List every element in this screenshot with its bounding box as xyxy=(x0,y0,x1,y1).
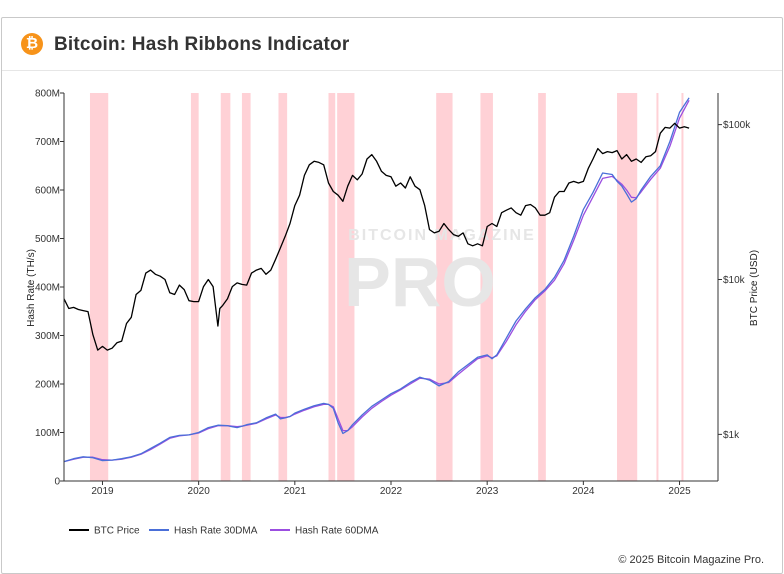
axes xyxy=(60,92,722,485)
x-tick-label: 2019 xyxy=(91,486,114,497)
x-tick-label: 2024 xyxy=(572,486,595,497)
capitulation-band xyxy=(278,93,288,481)
watermark-line2: PRO xyxy=(344,243,496,321)
capitulation-band xyxy=(538,93,546,481)
series-lines xyxy=(63,97,690,463)
left-axis-title: Hash Rate (TH/s) xyxy=(26,249,37,327)
capitulation-band xyxy=(337,93,355,481)
capitulation-bands xyxy=(89,93,684,481)
capitulation-band xyxy=(681,93,684,481)
left-tick-label: 600M xyxy=(35,186,60,197)
legend-item[interactable]: BTC Price xyxy=(69,526,140,537)
copyright: © 2025 Bitcoin Magazine Pro. xyxy=(618,554,764,566)
capitulation-band xyxy=(656,93,659,481)
x-tick-label: 2020 xyxy=(188,486,211,497)
capitulation-band xyxy=(241,93,251,481)
right-tick-label: $100k xyxy=(723,120,751,131)
x-tick-label: 2021 xyxy=(284,486,307,497)
left-tick-label: 700M xyxy=(35,137,60,148)
chart-title: Bitcoin: Hash Ribbons Indicator xyxy=(54,34,350,55)
tick-labels: 0 100M 200M 300M 400M 500M 600M 700M 800M $1k $10k… xyxy=(35,89,751,498)
legend-item[interactable]: Hash Rate 60DMA xyxy=(270,526,379,537)
watermark-line1: BITCOIN MAGAZINE xyxy=(348,227,536,244)
capitulation-band xyxy=(89,93,109,481)
capitulation-band xyxy=(617,93,638,481)
capitulation-band xyxy=(190,93,199,481)
left-tick-label: 0 xyxy=(54,477,60,488)
watermark: BITCOIN MAGAZINE PRO xyxy=(344,227,536,321)
legend-label: Hash Rate 30DMA xyxy=(174,526,258,537)
legend-label: Hash Rate 60DMA xyxy=(295,526,379,537)
capitulation-band xyxy=(328,93,336,481)
left-tick-label: 100M xyxy=(35,428,60,439)
series-line-hash-rate-30dma xyxy=(63,97,690,463)
series-line-btc-price xyxy=(63,122,690,351)
left-tick-label: 300M xyxy=(35,331,60,342)
x-tick-label: 2025 xyxy=(668,486,691,497)
left-tick-label: 200M xyxy=(35,380,60,391)
right-axis-title: BTC Price (USD) xyxy=(749,250,760,326)
left-tick-label: 400M xyxy=(35,283,60,294)
legend: BTC Price Hash Rate 30DMA Hash Rate 60DMA xyxy=(69,526,379,537)
legend-item[interactable]: Hash Rate 30DMA xyxy=(149,526,258,537)
x-tick-label: 2023 xyxy=(476,486,499,497)
right-tick-label: $1k xyxy=(723,430,740,441)
chart-header: ₿ Bitcoin: Hash Ribbons Indicator xyxy=(2,18,782,71)
left-tick-label: 800M xyxy=(35,89,60,100)
bitcoin-logo-icon: ₿ xyxy=(21,33,43,55)
capitulation-band xyxy=(220,93,231,481)
legend-label: BTC Price xyxy=(94,526,140,537)
left-tick-label: 500M xyxy=(35,234,60,245)
x-tick-label: 2022 xyxy=(380,486,403,497)
capitulation-band xyxy=(480,93,493,481)
right-tick-label: $10k xyxy=(723,275,746,286)
